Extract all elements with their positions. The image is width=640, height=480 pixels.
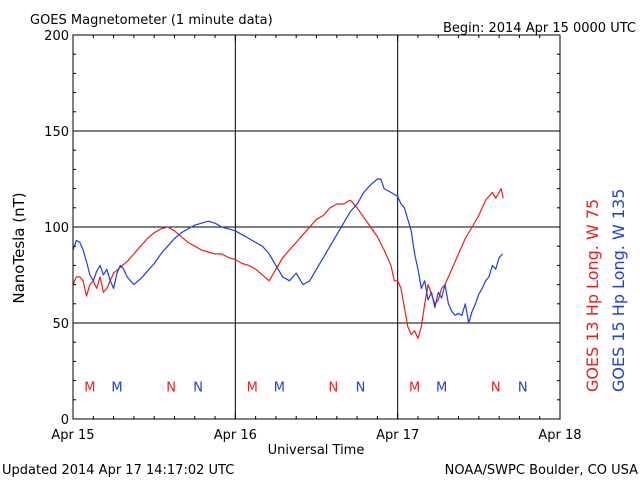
annotation-m: M <box>436 380 447 395</box>
plot-frame <box>72 34 561 420</box>
annotation-n: N <box>193 380 203 395</box>
annotation-n: N <box>356 380 366 395</box>
annotation-m: M <box>111 380 122 395</box>
annotation-n: N <box>166 380 176 395</box>
legend-goes15: GOES 15 Hp Long. W 135 <box>609 189 628 392</box>
series-goes15-line <box>72 178 503 324</box>
x-tick-label: Apr 17 <box>376 428 419 443</box>
x-tick-label: Apr 16 <box>214 428 257 443</box>
frame-layer <box>72 34 561 420</box>
y-tick-label: 150 <box>44 125 69 140</box>
annotation-m: M <box>274 380 285 395</box>
annotation-n: N <box>518 380 528 395</box>
series-layer <box>72 178 504 339</box>
annotation-m: M <box>247 380 258 395</box>
tick-layer: 0 50 100 150 200 Apr 15 Apr 16 Apr 17 Apr 18 <box>44 29 581 443</box>
x-tick-label: Apr 18 <box>538 428 581 443</box>
y-tick-label: 200 <box>44 29 69 44</box>
annotation-n: N <box>329 380 339 395</box>
credit: NOAA/SWPC Boulder, CO USA <box>445 463 638 478</box>
legend-goes13: GOES 13 Hp Long. W 75 <box>583 199 602 392</box>
annotation-m: M <box>84 380 95 395</box>
begin-time: Begin: 2014 Apr 15 0000 UTC <box>443 21 636 36</box>
series-goes13-line <box>72 188 504 339</box>
annotation-n: N <box>491 380 501 395</box>
chart-title: GOES Magnetometer (1 minute data) <box>30 13 273 28</box>
y-tick-label: 100 <box>44 221 69 236</box>
y-axis-label: NanoTesla (nT) <box>10 192 28 303</box>
updated-time: Updated 2014 Apr 17 14:17:02 UTC <box>2 463 234 478</box>
y-tick-label: 50 <box>52 317 69 332</box>
grid-layer <box>73 35 560 419</box>
x-tick-label: Apr 15 <box>51 428 94 443</box>
y-tick-label: 0 <box>61 413 69 428</box>
x-axis-label: Universal Time <box>268 443 365 458</box>
annotation-m: M <box>409 380 420 395</box>
